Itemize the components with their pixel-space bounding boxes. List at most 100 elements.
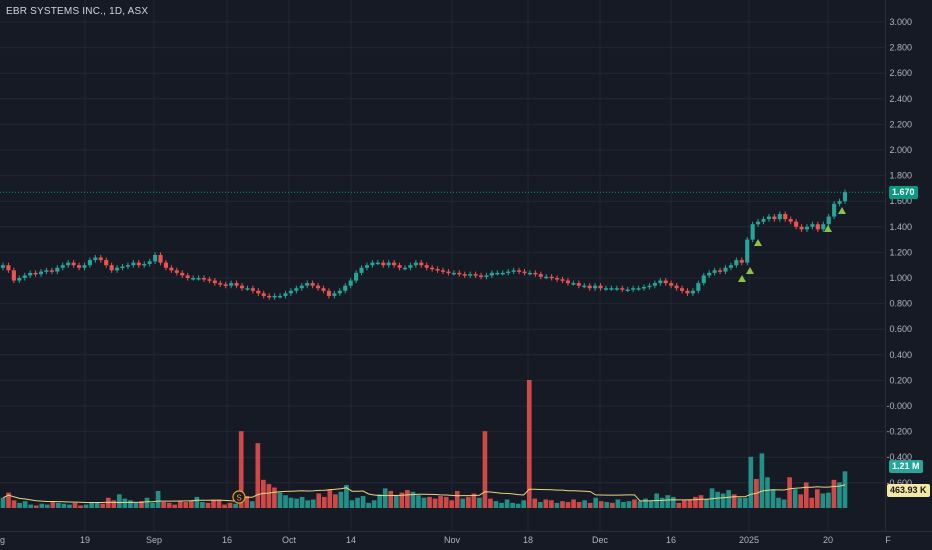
candle-body xyxy=(337,290,342,294)
candle-body xyxy=(468,274,473,276)
event-marker-icon xyxy=(232,490,246,504)
price-tick-label: 0.400 xyxy=(889,350,912,360)
candle-body xyxy=(815,224,820,230)
volume-bar xyxy=(410,491,416,508)
price-tick-label: 1.400 xyxy=(889,222,912,232)
price-tick-label: -0.600 xyxy=(886,478,912,488)
price-tick-label: -0.400 xyxy=(886,452,912,462)
volume-bar xyxy=(560,501,565,508)
time-tick-label: F xyxy=(885,535,891,545)
price-tick-label: 0.200 xyxy=(889,375,912,385)
candle-body xyxy=(125,265,131,267)
volume-bar xyxy=(316,493,322,508)
volume-bar xyxy=(598,501,604,508)
volume-bar xyxy=(122,498,128,508)
volume-bar xyxy=(554,502,560,508)
volume-bar xyxy=(427,496,432,508)
signal-arrow-icon xyxy=(824,225,832,232)
candle-body xyxy=(109,265,114,271)
volume-bar xyxy=(460,498,466,508)
price-tick-label: 1.000 xyxy=(889,273,912,283)
candle-body xyxy=(647,285,652,288)
candle-body xyxy=(283,293,288,296)
time-tick-label: 14 xyxy=(346,535,356,545)
candle-body xyxy=(842,192,848,202)
candle-body xyxy=(772,216,777,220)
candle-body xyxy=(370,262,375,266)
volume-bar xyxy=(709,488,715,508)
candle-body xyxy=(761,219,766,222)
volume-bar xyxy=(676,502,682,508)
volume-bar xyxy=(327,489,333,508)
volume-bar xyxy=(0,497,6,508)
volume-bar xyxy=(615,499,621,508)
candle-body xyxy=(375,262,380,265)
price-tick-label: 0.600 xyxy=(889,324,912,334)
volume-bar xyxy=(50,502,56,508)
candle-body xyxy=(267,295,272,298)
candle-body xyxy=(191,278,196,280)
volume-bar xyxy=(349,500,355,508)
volume-bar xyxy=(89,502,94,508)
volume-bar xyxy=(643,498,648,508)
candle-body xyxy=(728,265,733,268)
volume-bar xyxy=(809,497,815,508)
candle-body xyxy=(745,239,750,263)
volume-bar xyxy=(770,489,776,508)
candle-body xyxy=(679,288,685,291)
volume-bar xyxy=(432,498,438,508)
candle-body xyxy=(0,265,6,268)
candle-body xyxy=(712,270,717,273)
candle-body xyxy=(696,283,701,291)
volume-bar xyxy=(388,490,394,508)
volume-bar xyxy=(587,502,593,508)
volume-bar xyxy=(272,487,277,508)
candle-body xyxy=(641,286,647,289)
candle-body xyxy=(517,270,522,272)
candle-body xyxy=(750,224,755,240)
volume-bar xyxy=(477,497,482,508)
candle-body xyxy=(799,226,804,230)
volume-bar xyxy=(33,505,39,508)
candle-body xyxy=(533,272,538,275)
candle-body xyxy=(392,262,397,266)
volume-bar xyxy=(360,496,366,508)
volume-bar xyxy=(621,502,626,508)
candle-body xyxy=(794,221,799,227)
volume-bar xyxy=(144,497,150,508)
volume-bar xyxy=(416,495,421,508)
candle-body xyxy=(104,260,109,266)
candle-body xyxy=(223,284,228,286)
volume-bar xyxy=(310,499,316,508)
volume-bar xyxy=(698,495,704,508)
candle-body xyxy=(489,272,494,276)
volume-bar xyxy=(704,499,709,508)
candle-body xyxy=(120,266,125,268)
candle-body xyxy=(136,262,141,266)
candle-body xyxy=(33,272,38,275)
time-tick-label: Oct xyxy=(282,535,297,545)
price-tick-label: 3.000 xyxy=(889,17,912,27)
candle-body xyxy=(201,278,207,280)
volume-bar xyxy=(355,497,360,508)
volume-bar xyxy=(28,504,34,508)
candle-body xyxy=(495,272,500,275)
volume-bar xyxy=(172,504,178,508)
volume-bar xyxy=(194,496,200,508)
symbol-title[interactable]: EBR SYSTEMS INC., 1D, ASX xyxy=(6,6,149,17)
volume-bar xyxy=(133,502,139,508)
candle-body xyxy=(783,214,788,220)
candle-body xyxy=(207,279,212,281)
price-tick-label: 2.400 xyxy=(889,94,912,104)
volume-bar xyxy=(493,501,499,508)
candle-body xyxy=(544,276,549,279)
volume-bar xyxy=(449,500,455,508)
candle-body xyxy=(614,288,619,290)
candle-body xyxy=(810,224,815,227)
candle-body xyxy=(158,254,163,263)
candle-body xyxy=(511,270,516,272)
last-price-badge: 1.670 xyxy=(889,186,918,199)
candle-body xyxy=(506,271,511,274)
